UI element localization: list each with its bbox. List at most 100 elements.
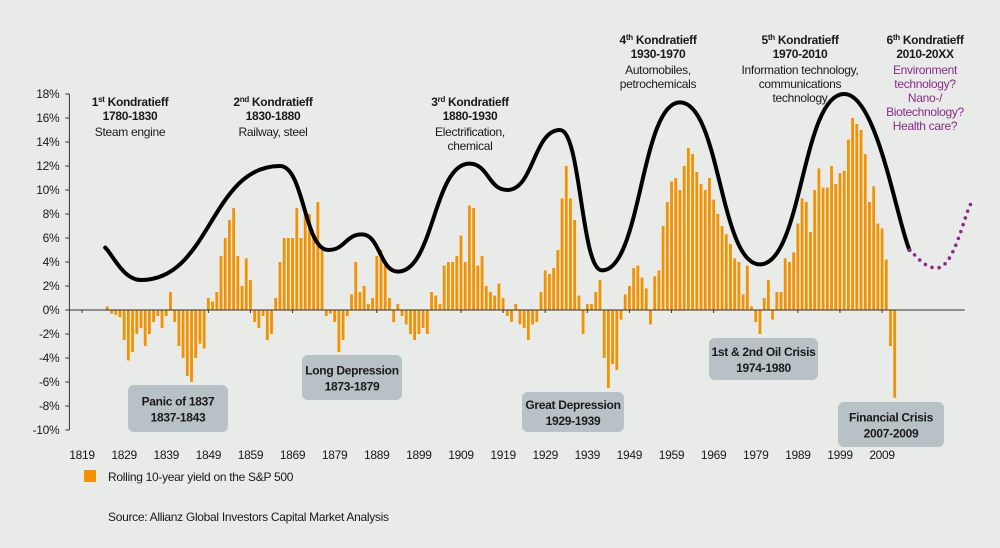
crisis-years: 2007-2009: [864, 427, 919, 441]
bar: [468, 205, 471, 310]
bar: [282, 238, 286, 310]
bar: [261, 310, 265, 316]
bar: [855, 124, 859, 310]
bar: [531, 310, 534, 325]
cycle-label: Kondratieff: [636, 33, 698, 47]
bar: [396, 304, 400, 310]
bar: [110, 310, 113, 314]
bar: [602, 310, 606, 358]
bar: [615, 310, 619, 370]
bar: [800, 198, 804, 310]
cycle-description: chemical: [448, 139, 493, 153]
bar: [329, 310, 332, 314]
bar: [320, 250, 324, 310]
bar: [514, 304, 518, 310]
bar: [400, 310, 404, 316]
cycle-description: petrochemicals: [620, 77, 697, 91]
bar: [653, 276, 657, 310]
forecast-curve: [907, 202, 973, 270]
bar: [501, 298, 505, 310]
bar: [430, 292, 433, 310]
bar: [169, 292, 172, 310]
bar: [884, 259, 888, 310]
bar: [295, 208, 299, 310]
crisis-box: [522, 392, 624, 432]
cycle-label: Kondratieff: [448, 95, 510, 109]
bar: [868, 202, 871, 310]
bar: [644, 288, 648, 310]
cycle-number: 5: [761, 33, 768, 47]
bar: [371, 298, 374, 310]
bar: [876, 223, 880, 310]
bar: [716, 214, 720, 310]
bar: [126, 310, 130, 361]
bar: [737, 262, 741, 310]
cycle-label: Kondratieff: [108, 95, 170, 109]
x-tick-label: 1919: [490, 448, 516, 462]
bar: [640, 277, 644, 310]
bar: [846, 139, 850, 310]
cycle-title: 2nd Kondratieff: [233, 95, 314, 110]
x-tick-label: 1869: [280, 448, 306, 462]
legend-label: Rolling 10-year yield on the S&P 500: [108, 470, 294, 484]
bar: [404, 310, 408, 325]
bar: [379, 250, 383, 310]
x-tick-label: 1829: [111, 448, 137, 462]
crisis-label: Long Depression: [305, 364, 399, 378]
bar: [674, 178, 678, 310]
bar: [438, 304, 442, 310]
bar: [619, 310, 623, 320]
bar: [729, 244, 732, 310]
bar: [834, 184, 838, 310]
bar: [198, 310, 202, 344]
cycle-description: Health care?: [893, 119, 958, 133]
bar: [274, 298, 278, 310]
bar: [345, 310, 349, 316]
bar: [240, 286, 244, 310]
bar: [649, 310, 652, 325]
y-tick-label: -4%: [39, 351, 60, 365]
bar: [606, 310, 610, 388]
bar: [623, 294, 627, 310]
bar: [228, 220, 231, 310]
cycle-number: 4: [619, 33, 626, 47]
bar: [105, 306, 109, 310]
cycle-number: 3: [431, 95, 438, 109]
x-tick-label: 1929: [532, 448, 558, 462]
bar: [838, 173, 842, 310]
x-tick-label: 1979: [743, 448, 769, 462]
bar: [796, 223, 800, 310]
bar: [350, 294, 353, 310]
cycle-number: 2: [233, 95, 240, 109]
bar: [308, 214, 311, 310]
y-tick-label: 10%: [36, 183, 60, 197]
bar: [236, 256, 240, 310]
cycle-description: Environment: [893, 63, 958, 77]
crisis-box: [709, 338, 818, 380]
x-tick-label: 1849: [196, 448, 222, 462]
bar: [825, 187, 829, 310]
cycle-number: 6: [886, 33, 893, 47]
cycle-description: Steam engine: [95, 125, 166, 139]
bar: [670, 181, 673, 310]
bar: [152, 310, 156, 322]
bar: [383, 262, 387, 310]
cycle-title: 5th Kondratieff: [761, 33, 839, 48]
bar: [809, 232, 812, 310]
x-tick-label: 1949: [617, 448, 643, 462]
bar: [863, 154, 867, 310]
bar: [278, 262, 282, 310]
bar: [813, 190, 817, 310]
y-tick-label: 4%: [43, 255, 60, 269]
bar: [560, 198, 564, 310]
cycle-title: 3rd Kondratieff: [431, 95, 510, 110]
bar: [543, 270, 547, 310]
bar: [202, 310, 206, 349]
bar: [632, 268, 636, 310]
bar: [505, 310, 509, 316]
bar: [122, 310, 126, 340]
bar: [434, 295, 438, 310]
bar: [661, 226, 665, 310]
bar: [265, 310, 269, 340]
bar: [291, 238, 294, 310]
